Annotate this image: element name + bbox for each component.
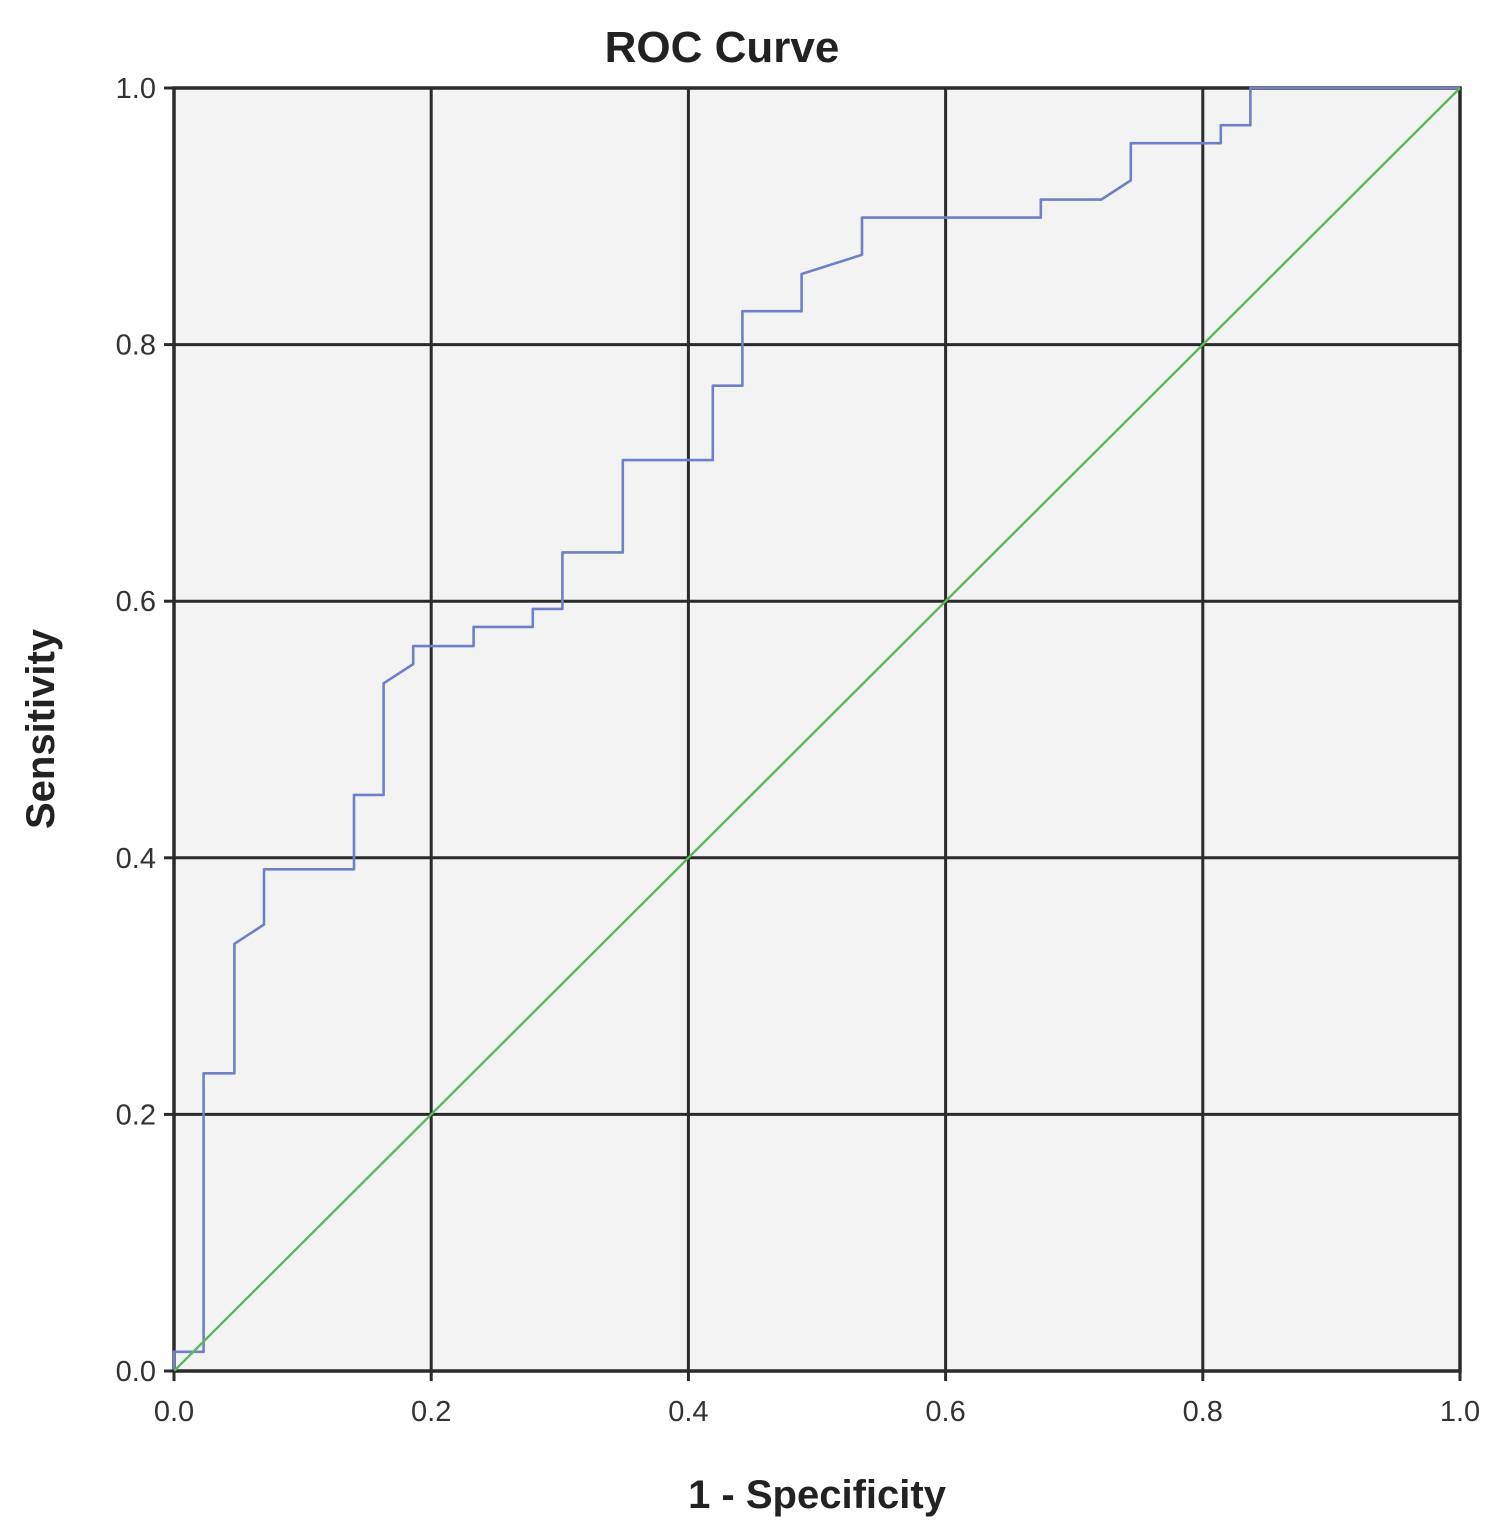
x-tick-label: 0.8	[1183, 1396, 1223, 1428]
y-axis-ticks: 0.0 0.2 0.4 0.6 0.8 1.0	[116, 73, 174, 1388]
x-tick-label: 0.6	[925, 1396, 965, 1428]
y-tick-label: 0.2	[116, 1099, 156, 1131]
grid-lines	[172, 86, 1462, 1373]
x-tick-label: 0.4	[668, 1396, 708, 1428]
y-tick-label: 0.4	[116, 843, 156, 875]
y-tick-label: 1.0	[116, 73, 156, 105]
x-axis-ticks: 0.0 0.2 0.4 0.6 0.8 1.0	[154, 1371, 1480, 1428]
y-axis-title: Sensitivity	[19, 628, 63, 829]
y-tick-label: 0.0	[116, 1356, 156, 1388]
y-tick-label: 0.8	[116, 330, 156, 362]
x-axis-title: 1 - Specificity	[688, 1473, 947, 1517]
reference-diagonal-line	[173, 87, 1461, 1372]
chart-title: ROC Curve	[605, 23, 840, 72]
series-layer	[172, 86, 1461, 1372]
y-tick-label: 0.6	[116, 586, 156, 618]
roc-curve-line	[172, 86, 1460, 1371]
x-tick-label: 0.2	[411, 1396, 451, 1428]
x-tick-label: 0.0	[154, 1396, 194, 1428]
x-tick-label: 1.0	[1440, 1396, 1480, 1428]
